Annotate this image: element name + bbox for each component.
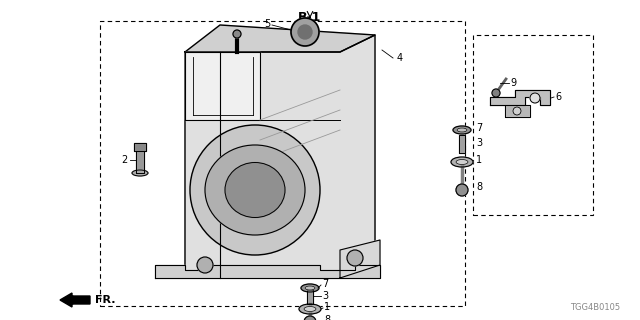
Polygon shape (185, 25, 375, 52)
Text: 5: 5 (264, 19, 270, 29)
Text: 9: 9 (510, 78, 516, 88)
Polygon shape (185, 35, 375, 278)
Ellipse shape (299, 304, 321, 314)
FancyArrow shape (60, 293, 90, 307)
Circle shape (456, 184, 468, 196)
Text: 4: 4 (397, 53, 403, 63)
Ellipse shape (301, 284, 319, 292)
Polygon shape (340, 240, 380, 278)
Polygon shape (185, 52, 260, 120)
Text: 6: 6 (555, 92, 561, 102)
Circle shape (304, 316, 316, 320)
Circle shape (190, 125, 320, 255)
Polygon shape (490, 90, 550, 105)
Text: 1: 1 (476, 155, 482, 165)
Ellipse shape (451, 157, 473, 167)
Text: FR.: FR. (95, 295, 115, 305)
Bar (134, 143, 146, 151)
Text: 7: 7 (322, 279, 328, 289)
Bar (459, 135, 465, 153)
Text: 7: 7 (476, 123, 483, 133)
Text: 3: 3 (322, 291, 328, 301)
Circle shape (513, 107, 521, 115)
Text: 8: 8 (476, 182, 482, 192)
Ellipse shape (132, 170, 148, 176)
Text: B-1: B-1 (298, 11, 322, 24)
Bar (307, 290, 313, 304)
Circle shape (530, 93, 540, 103)
Text: 2: 2 (122, 155, 128, 165)
Ellipse shape (457, 128, 467, 132)
Circle shape (197, 257, 213, 273)
Circle shape (347, 250, 363, 266)
Ellipse shape (304, 307, 316, 311)
Circle shape (233, 30, 241, 38)
Ellipse shape (205, 145, 305, 235)
Circle shape (492, 89, 500, 97)
Ellipse shape (305, 286, 315, 290)
Bar (136, 151, 144, 173)
Text: TGG4B0105: TGG4B0105 (570, 303, 620, 312)
Text: 3: 3 (476, 138, 482, 148)
Circle shape (298, 25, 312, 39)
Ellipse shape (456, 159, 468, 164)
Text: 1: 1 (324, 302, 330, 312)
Circle shape (291, 18, 319, 46)
Bar (505, 105, 530, 117)
Polygon shape (155, 265, 380, 278)
Ellipse shape (453, 126, 471, 134)
Ellipse shape (225, 163, 285, 218)
Text: 8: 8 (324, 315, 330, 320)
Bar (473, 35, 593, 215)
Bar (100, 21, 465, 306)
